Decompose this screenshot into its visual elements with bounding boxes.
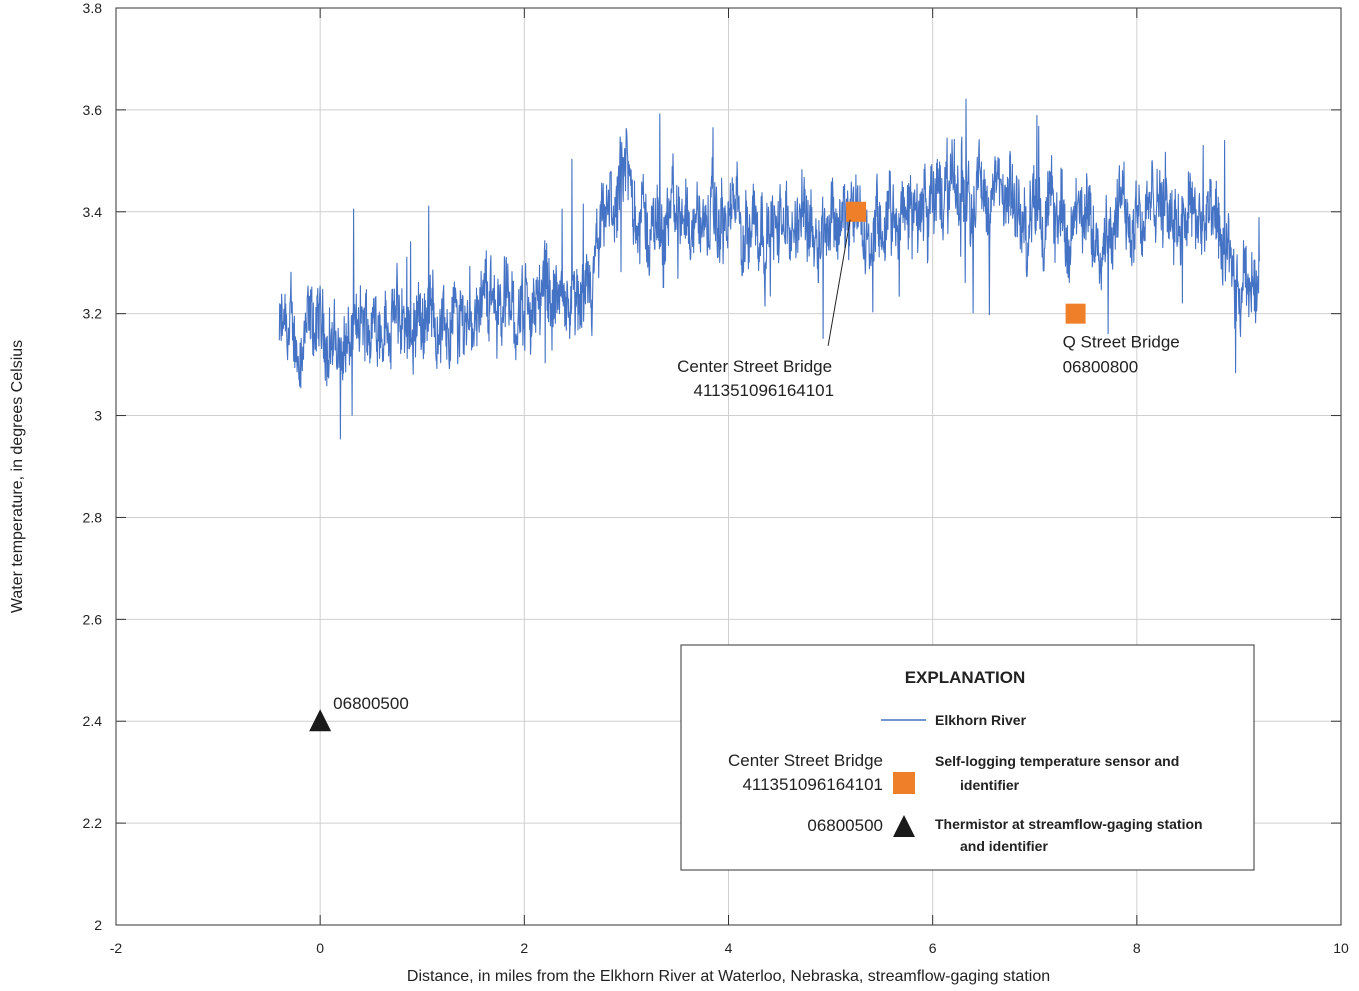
axis-ticks: -2 0 2 4 6 8 10 2 2.2 2.4 2.6 2.8 3 3.2 3.4 3.6 3.8 <box>83 0 1349 956</box>
legend-box <box>680 644 1255 871</box>
y-tick-label: 2.8 <box>83 509 103 525</box>
legend-thermistor-label-line1: Thermistor at streamflow-gaging station <box>935 816 1203 832</box>
y-axis-title: Water temperature, in degrees Celsius <box>9 340 26 613</box>
y-tick-label: 2.6 <box>83 611 103 627</box>
y-tick-label: 3.8 <box>83 0 103 16</box>
thermistor-id-label: 06800500 <box>333 694 409 713</box>
y-tick-label: 2 <box>94 917 102 933</box>
sensor-name-label: Q Street Bridge <box>1063 333 1180 352</box>
x-axis-title: Distance, in miles from the Elkhorn Rive… <box>407 968 1050 985</box>
thermistor-triangle-marker <box>309 709 332 732</box>
series-line-elkhorn-river <box>278 98 1260 440</box>
y-tick-label: 2.2 <box>83 815 103 831</box>
y-tick-label: 3 <box>94 408 102 424</box>
legend-thermistor-label-line2: and identifier <box>960 838 1048 854</box>
legend-sensor-label-line2: identifier <box>960 777 1020 793</box>
x-tick-label: -2 <box>110 940 123 956</box>
y-tick-label: 3.2 <box>83 306 103 322</box>
legend-sensor-label-line1: Self-logging temperature sensor and <box>935 753 1179 769</box>
legend-sensor-square-icon <box>893 772 915 794</box>
legend-thermistor-triangle-icon <box>893 815 915 837</box>
x-tick-label: 0 <box>316 940 324 956</box>
sensor-id-label: 411351096164101 <box>694 381 835 400</box>
legend: EXPLANATION Elkhorn River Center Street … <box>680 644 1255 871</box>
sensor-square-marker <box>1065 303 1086 324</box>
sensor-square-marker <box>846 201 867 222</box>
sensor-leader-line <box>827 219 851 346</box>
sensor-id-label: 06800800 <box>1063 358 1139 377</box>
legend-line-label: Elkhorn River <box>935 712 1027 728</box>
x-tick-label: 6 <box>929 940 937 956</box>
x-tick-label: 10 <box>1333 940 1349 956</box>
sensor-name-label: Center Street Bridge <box>677 357 832 376</box>
legend-sensor-example-id: 411351096164101 <box>742 775 883 794</box>
legend-thermistor-example-id: 06800500 <box>807 816 883 835</box>
x-tick-label: 2 <box>520 940 528 956</box>
legend-title: EXPLANATION <box>905 668 1026 687</box>
y-tick-label: 3.6 <box>83 102 103 118</box>
x-tick-label: 4 <box>725 940 733 956</box>
series-layer <box>278 98 1260 440</box>
points-layer: Center Street Bridge 411351096164101 Q Str… <box>309 201 1180 732</box>
legend-sensor-example-name: Center Street Bridge <box>728 751 883 770</box>
y-tick-label: 2.4 <box>83 713 103 729</box>
x-tick-label: 8 <box>1133 940 1141 956</box>
y-tick-label: 3.4 <box>83 204 103 220</box>
